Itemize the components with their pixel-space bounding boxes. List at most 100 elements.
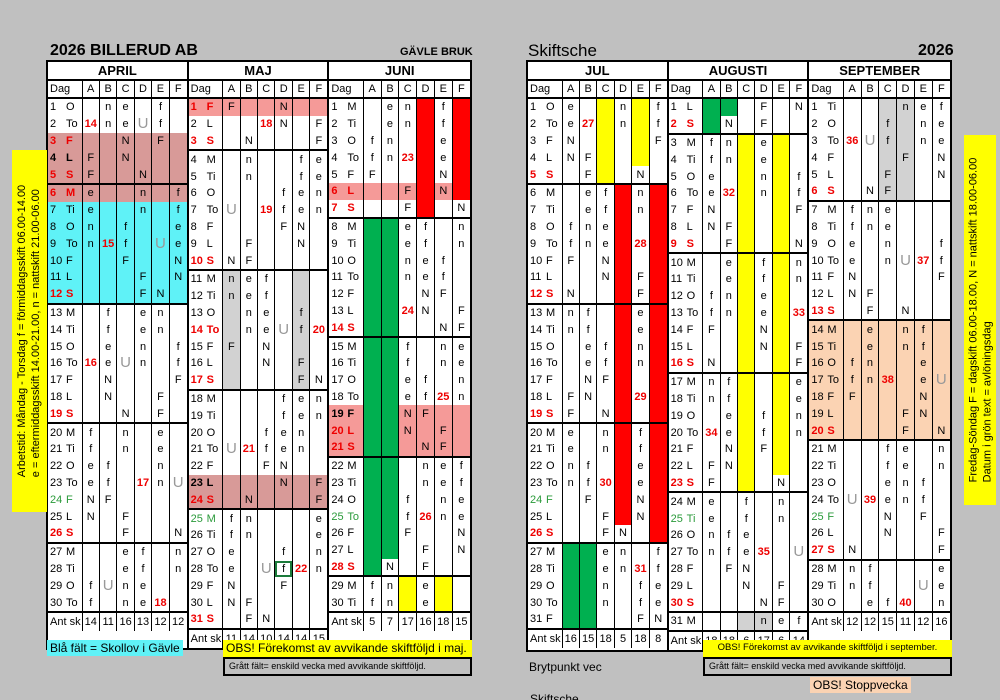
shift-cell <box>842 508 862 525</box>
day-number: 23 <box>50 476 63 489</box>
shift-cell: N <box>771 474 790 494</box>
date-cell: 17 To <box>809 371 844 389</box>
shift-team-header-b: B <box>860 80 879 99</box>
shift-cell: f <box>648 560 667 578</box>
shift-cell <box>913 200 933 219</box>
weekday: O <box>686 409 696 422</box>
shift-cell: e <box>133 321 152 339</box>
shift-cell: e <box>842 252 862 269</box>
date-cell: 14 Ti <box>528 321 563 339</box>
shift-cell <box>239 560 258 578</box>
shift-cell <box>648 338 667 355</box>
shift-cell: f <box>842 371 862 389</box>
shift-cell: n <box>613 98 632 116</box>
shift-cell: f <box>362 576 382 595</box>
shift-cell <box>98 149 117 167</box>
date-cell: 14 F <box>668 321 704 339</box>
weekday: To <box>66 357 78 370</box>
shift-cell <box>842 320 862 339</box>
day-number: 14 <box>530 323 543 336</box>
stop-week-legend: OBS! Stoppvecka <box>810 677 911 693</box>
date-cell: 12 F <box>329 285 364 303</box>
shift-cell <box>433 576 453 595</box>
shift-cell: f <box>433 98 453 116</box>
shift-cell <box>116 321 135 339</box>
shift-cell: F <box>631 285 650 305</box>
shift-cell: F <box>578 491 597 509</box>
shift-cell: e <box>737 543 755 561</box>
shift-cell <box>613 252 632 269</box>
shift-cell: F <box>878 182 897 202</box>
shift-cell <box>719 201 738 219</box>
shift-cell <box>561 371 580 389</box>
note-line: Datum i grön text = avlöningsdag <box>981 321 993 483</box>
weekday: S <box>347 560 355 573</box>
shift-cell: N <box>561 132 580 150</box>
shift-cell <box>168 388 187 406</box>
shift-count-label: Ant sk <box>188 627 224 648</box>
shift-cell: n <box>433 354 453 372</box>
day-number: 20 <box>670 426 683 439</box>
date-cell: 29 F <box>188 577 224 595</box>
shift-cell <box>133 388 152 406</box>
day-row: 13 S F N <box>809 302 950 322</box>
day-row: 28 Ti e f n <box>48 560 187 578</box>
shift-cell: n <box>239 321 258 339</box>
shift-cell: f <box>133 560 152 578</box>
shift-cell <box>578 594 597 611</box>
weekday: To <box>546 357 558 370</box>
day-number: 5 <box>331 168 338 181</box>
column-header-row: Dag A B C D E F <box>188 80 328 99</box>
shift-cell <box>291 115 310 133</box>
day-row: 24 S N F <box>188 491 328 511</box>
weekday: Ti <box>686 273 696 286</box>
date-cell: 22 L <box>668 457 704 475</box>
day-row: 15 F F N <box>188 338 328 355</box>
obs-may-note: OBS! Förekomst av avvikande skiftföljd i… <box>223 640 472 657</box>
shift-cell <box>878 338 897 355</box>
weekday: Ti <box>827 101 837 114</box>
day-number: 11 <box>50 271 62 284</box>
shift-cell: N <box>913 405 933 423</box>
shift-team-header-f: F <box>789 80 808 99</box>
shift-cell: n <box>561 474 580 492</box>
shift-cell: n <box>631 183 650 202</box>
weekday: Ti <box>66 443 75 456</box>
shift-cell: N <box>416 438 435 458</box>
shift-cell: f <box>98 321 117 339</box>
shift-cell: f <box>596 354 615 372</box>
shift-count: 15 <box>578 627 597 648</box>
day-number: 27 <box>190 546 203 559</box>
shift-cell: F <box>239 235 258 253</box>
shift-cell <box>596 149 615 167</box>
shift-cell <box>631 371 650 389</box>
weekday: L <box>546 390 553 403</box>
shift-cell: n <box>771 492 790 511</box>
date-cell: 2 To <box>528 115 563 133</box>
shift-cell <box>168 98 187 116</box>
date-cell: 9 To <box>48 235 83 253</box>
month-header-row: SEPTEMBER <box>809 62 950 81</box>
weekday: Ti <box>66 204 75 217</box>
shift-cell <box>596 388 615 406</box>
shift-cell <box>754 372 773 391</box>
shift-cell <box>719 168 738 185</box>
weekday: F <box>66 374 73 387</box>
shift-cell <box>81 542 100 561</box>
u-marker: U <box>168 474 187 492</box>
shift-cell: N <box>380 558 399 578</box>
weekday: L <box>827 407 834 420</box>
shift-cell: F <box>702 457 721 475</box>
shift-cell <box>719 321 738 339</box>
day-row: 18 F F N <box>809 388 950 406</box>
date-cell: 15 M <box>329 337 364 355</box>
shift-cell <box>380 354 399 372</box>
shift-cell <box>771 321 790 339</box>
shift-cell: n <box>754 611 773 631</box>
date-cell: 12 S <box>48 285 83 305</box>
